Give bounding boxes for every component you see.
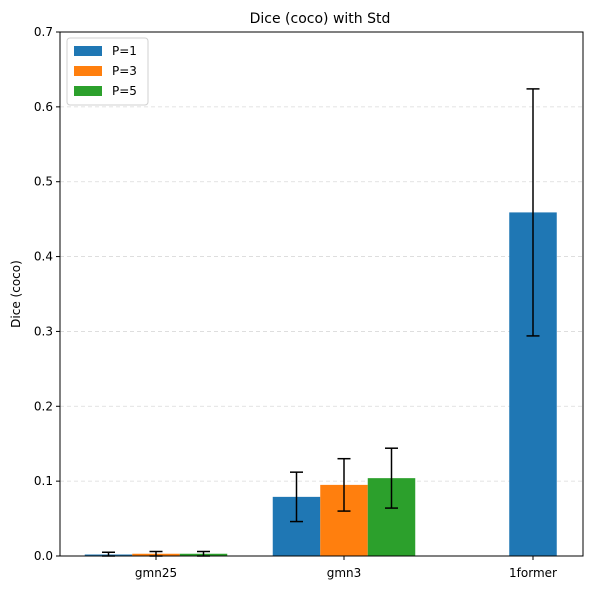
y-tick-label: 0.4 (34, 250, 53, 264)
x-axis: gmn25 gmn3 1former (135, 556, 557, 580)
legend-swatch (74, 86, 102, 96)
y-tick-label: 0.7 (34, 25, 53, 39)
legend-swatch (74, 46, 102, 56)
y-axis-label: Dice (coco) (9, 260, 23, 328)
legend-label: P=5 (112, 84, 137, 98)
legend: P=1 P=3 P=5 (66, 37, 149, 106)
legend-label: P=1 (112, 44, 137, 58)
x-tick-label: gmn3 (327, 566, 362, 580)
legend-label: P=3 (112, 64, 137, 78)
legend-swatch (74, 66, 102, 76)
bars (84, 212, 557, 557)
y-tick-label: 0.3 (34, 324, 53, 338)
y-tick-label: 0.1 (34, 474, 53, 488)
y-tick-label: 0.5 (34, 175, 53, 189)
y-axis: 0.0 0.1 0.2 0.3 0.4 0.5 0.6 0.7 (34, 25, 60, 563)
y-tick-label: 0.2 (34, 399, 53, 413)
x-tick-label: gmn25 (135, 566, 177, 580)
chart-title: Dice (coco) with Std (250, 11, 391, 27)
y-tick-label: 0.0 (34, 549, 53, 563)
y-tick-label: 0.6 (34, 100, 53, 114)
x-tick-label: 1former (509, 566, 557, 580)
plot-frame (59, 31, 584, 557)
